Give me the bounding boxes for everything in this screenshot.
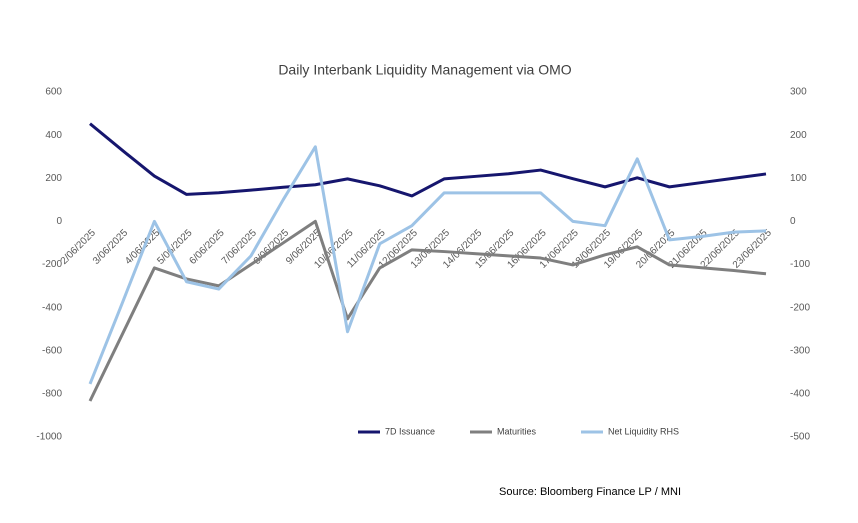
legend-label: 7D Issuance — [385, 426, 435, 436]
legend-label: Maturities — [497, 426, 537, 436]
y-tick-label: 400 — [45, 130, 62, 141]
y2-tick-label: 300 — [790, 87, 807, 98]
y2-tick-label: -200 — [790, 302, 810, 313]
y2-tick-label: 200 — [790, 130, 807, 141]
y-tick-label: -1000 — [36, 432, 62, 443]
y-tick-label: 600 — [45, 87, 62, 98]
y2-tick-label: -400 — [790, 389, 810, 400]
y-tick-label: 0 — [56, 216, 62, 227]
y-tick-label: -600 — [42, 345, 62, 356]
y2-tick-label: -300 — [790, 345, 810, 356]
y-tick-label: 200 — [45, 173, 62, 184]
series-line — [88, 219, 767, 402]
y2-tick-label: -100 — [790, 259, 810, 270]
series-line — [89, 122, 767, 198]
y-tick-label: -800 — [42, 389, 62, 400]
y2-tick-label: -500 — [790, 432, 810, 443]
series-line — [88, 145, 767, 385]
y-tick-label: -200 — [42, 259, 62, 270]
y2-tick-label: 100 — [790, 173, 807, 184]
source-note: Source: Bloomberg Finance LP / MNI — [499, 486, 681, 498]
chart-title: Daily Interbank Liquidity Management via… — [278, 62, 571, 78]
y2-tick-label: 0 — [790, 216, 796, 227]
legend-label: Net Liquidity RHS — [608, 426, 679, 436]
y-tick-label: -400 — [42, 302, 62, 313]
